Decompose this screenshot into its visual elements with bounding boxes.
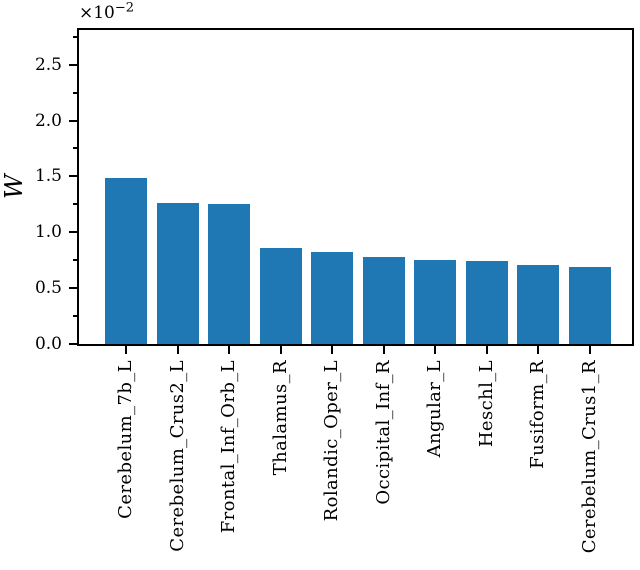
x-tick-label: Cerebelum_7b_L xyxy=(115,360,136,519)
bar xyxy=(414,260,457,344)
y-minor-tick xyxy=(73,35,77,38)
x-major-tick xyxy=(588,346,591,354)
x-tick-label: Fusiform_R xyxy=(527,360,549,469)
offset-base: ×10 xyxy=(79,3,115,23)
bar xyxy=(105,177,147,344)
y-minor-tick xyxy=(73,91,77,94)
x-tick-label: Angular_L xyxy=(424,360,446,458)
y-tick-label: 1.5 xyxy=(34,166,62,187)
x-major-tick xyxy=(485,346,488,354)
y-major-tick xyxy=(69,231,77,234)
y-tick-label: 2.5 xyxy=(34,54,62,75)
x-major-tick xyxy=(382,346,385,354)
bar xyxy=(517,264,560,344)
bar xyxy=(156,203,199,344)
x-major-tick xyxy=(176,346,179,354)
y-major-tick xyxy=(69,119,77,122)
offset-exponent: −2 xyxy=(114,0,135,16)
x-tick-label: Thalamus_R xyxy=(269,360,291,476)
x-tick-label: Cerebelum_Crus2_L xyxy=(166,360,188,552)
x-tick-label: Rolandic_Oper_L xyxy=(321,360,343,522)
x-tick-label: Heschl_L xyxy=(475,360,497,448)
x-major-tick xyxy=(228,346,231,354)
x-major-tick xyxy=(331,346,334,354)
x-major-tick xyxy=(537,346,540,354)
y-major-tick xyxy=(69,63,77,66)
x-tick-label: Cerebelum_Crus1_R xyxy=(578,360,600,554)
bar xyxy=(311,252,354,344)
bar xyxy=(568,266,611,344)
plot-area: 0.0 0.5 1.0 1.5 2.0 2.5 Cerebelum_7b_L Cerebelu… xyxy=(35,28,634,553)
x-tick-label: Frontal_Inf_Orb_L xyxy=(218,360,240,534)
y-tick-label: 0.0 xyxy=(34,334,62,354)
y-minor-tick xyxy=(73,147,77,150)
bar xyxy=(465,261,508,344)
y-axis-offset-text: ×10−2 xyxy=(79,0,135,24)
y-minor-tick xyxy=(73,259,77,262)
y-major-tick xyxy=(69,343,77,345)
y-axis-label: W xyxy=(0,174,28,200)
x-major-tick xyxy=(434,346,437,354)
y-tick-label: 2.0 xyxy=(34,110,62,131)
bar xyxy=(259,247,302,344)
bar xyxy=(362,256,405,344)
y-minor-tick xyxy=(73,203,77,206)
y-major-tick xyxy=(69,175,77,178)
x-major-tick xyxy=(125,346,127,354)
x-tick-label: Occipital_Inf_R xyxy=(372,360,394,505)
bar xyxy=(208,204,251,344)
x-major-tick xyxy=(279,346,282,354)
y-major-tick xyxy=(69,287,77,290)
y-tick-label: 0.5 xyxy=(34,278,62,299)
y-minor-tick xyxy=(73,315,77,318)
y-tick-label: 1.0 xyxy=(34,222,62,243)
